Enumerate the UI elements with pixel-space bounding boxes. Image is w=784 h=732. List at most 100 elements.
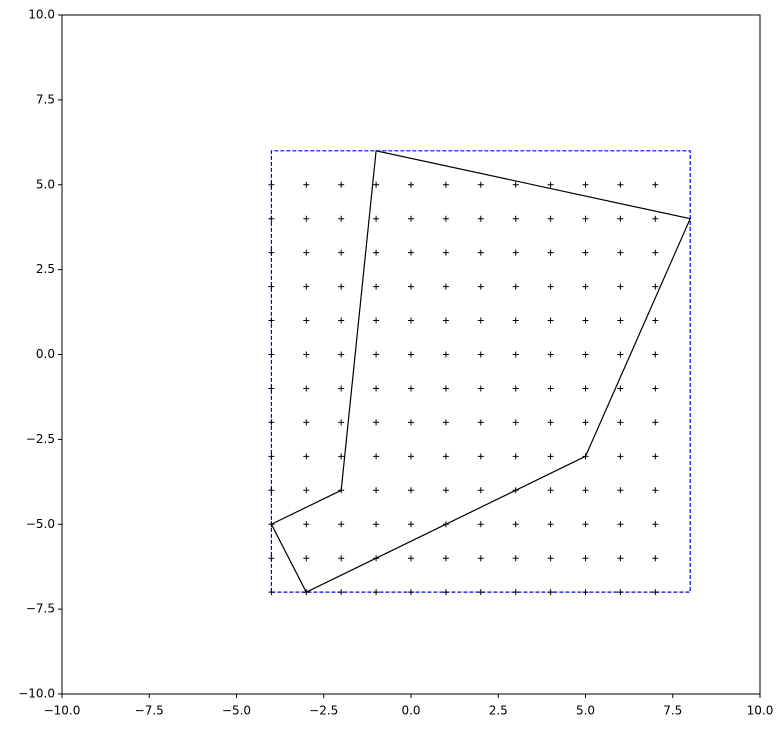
grid-point xyxy=(338,521,345,528)
grid-point xyxy=(303,555,310,562)
grid-point xyxy=(268,589,275,596)
grid-point xyxy=(338,555,345,562)
grid-point xyxy=(617,215,624,222)
grid-point xyxy=(442,351,449,358)
grid-point xyxy=(547,385,554,392)
x-tick-label: −10.0 xyxy=(44,704,81,718)
grid-point xyxy=(477,555,484,562)
grid-point xyxy=(652,555,659,562)
grid-point xyxy=(408,181,414,188)
grid-point xyxy=(652,181,659,188)
grid-point xyxy=(442,215,449,222)
grid-point xyxy=(373,317,380,324)
grid-point xyxy=(477,317,484,324)
grid-point xyxy=(373,521,380,528)
grid-point xyxy=(512,215,519,222)
grid-point xyxy=(617,317,624,324)
grid-point xyxy=(303,249,310,256)
grid-point xyxy=(303,317,310,324)
grid-point xyxy=(477,249,484,256)
grid-point xyxy=(547,453,554,460)
grid-point xyxy=(373,419,380,426)
grid-point xyxy=(268,249,275,256)
polygon xyxy=(270,150,692,593)
grid-point xyxy=(547,181,554,188)
grid-point xyxy=(442,419,449,426)
grid-point xyxy=(512,283,519,290)
grid-point xyxy=(408,521,414,528)
grid-point xyxy=(617,555,624,562)
grid-point xyxy=(442,249,449,256)
y-tick-label: 0.0 xyxy=(36,347,55,361)
grid-point xyxy=(268,385,275,392)
y-tick-label: 10.0 xyxy=(28,8,55,22)
grid-point xyxy=(512,181,519,188)
x-tick-label: −2.5 xyxy=(309,704,338,718)
grid-point xyxy=(582,555,589,562)
grid-point xyxy=(652,385,659,392)
grid-point xyxy=(373,453,380,460)
grid-point xyxy=(442,283,449,290)
grid-point xyxy=(512,249,519,256)
grid-point xyxy=(477,385,484,392)
grid-point xyxy=(303,215,310,222)
x-tick-label: 0.0 xyxy=(401,704,420,718)
grid-point xyxy=(373,215,380,222)
grid-point xyxy=(477,453,484,460)
grid-point xyxy=(373,385,380,392)
grid-point xyxy=(268,317,275,324)
grid-point xyxy=(408,487,414,494)
grid-point xyxy=(303,419,310,426)
grid-point xyxy=(512,521,519,528)
grid-point xyxy=(268,181,275,188)
grid-point xyxy=(373,283,380,290)
grid-point xyxy=(617,589,624,596)
grid-point xyxy=(268,283,275,290)
grid-point xyxy=(373,181,380,188)
grid-point xyxy=(512,589,519,596)
grid-point xyxy=(338,419,345,426)
grid-point xyxy=(547,521,554,528)
grid-point xyxy=(338,215,345,222)
grid-point xyxy=(547,351,554,358)
grid-point xyxy=(617,487,624,494)
grid-point xyxy=(652,419,659,426)
grid-point xyxy=(617,351,624,358)
grid-point xyxy=(408,385,414,392)
grid-point xyxy=(477,215,484,222)
grid-point xyxy=(442,385,449,392)
grid-point xyxy=(268,453,275,460)
grid-point xyxy=(268,419,275,426)
grid-point xyxy=(408,453,414,460)
grid-point xyxy=(652,215,659,222)
grid-point xyxy=(547,419,554,426)
y-tick-label: 5.0 xyxy=(36,177,55,191)
grid-point xyxy=(652,317,659,324)
grid-point xyxy=(582,487,589,494)
grid-point xyxy=(303,487,310,494)
grid-point xyxy=(547,249,554,256)
grid-point xyxy=(582,181,589,188)
grid-point xyxy=(582,589,589,596)
grid-point xyxy=(338,453,345,460)
grid-point xyxy=(408,589,414,596)
y-tick-label: 2.5 xyxy=(36,262,55,276)
grid-point xyxy=(303,351,310,358)
grid-point xyxy=(547,317,554,324)
grid-point xyxy=(582,351,589,358)
grid-point xyxy=(652,521,659,528)
grid-point xyxy=(652,249,659,256)
grid-point xyxy=(338,249,345,256)
grid-point xyxy=(547,487,554,494)
grid-point xyxy=(547,555,554,562)
grid-point xyxy=(617,385,624,392)
grid-point xyxy=(338,317,345,324)
grid-point xyxy=(268,215,275,222)
grid-point xyxy=(373,487,380,494)
grid-point xyxy=(268,555,275,562)
x-tick-label: 5.0 xyxy=(576,704,595,718)
grid-point xyxy=(442,555,449,562)
x-tick-label: 7.5 xyxy=(663,704,682,718)
grid-point xyxy=(268,351,275,358)
